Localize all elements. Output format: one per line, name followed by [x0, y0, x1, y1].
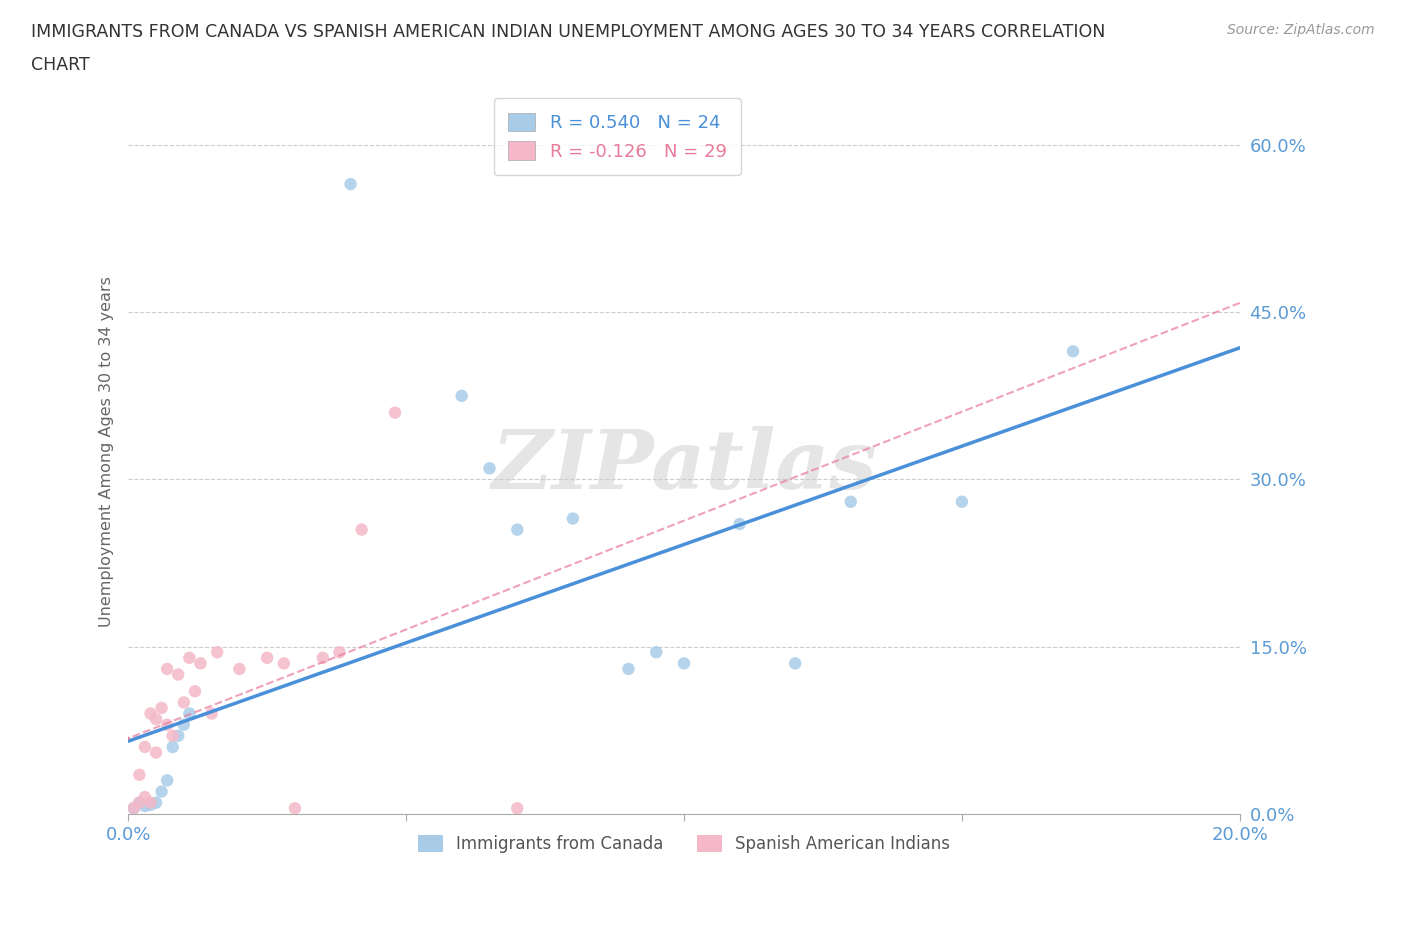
Point: [728, 517, 751, 532]
Point: [150, 784, 173, 799]
Point: [162, 739, 184, 754]
Point: [284, 801, 307, 816]
Point: [506, 801, 529, 816]
Point: [167, 728, 190, 743]
Point: [139, 795, 162, 810]
Point: [122, 801, 145, 816]
Point: [384, 405, 406, 420]
Point: [173, 695, 195, 710]
Point: [150, 700, 173, 715]
Point: [950, 495, 973, 510]
Point: [162, 728, 184, 743]
Point: [256, 650, 278, 665]
Point: [839, 495, 862, 510]
Point: [478, 461, 501, 476]
Point: [134, 739, 156, 754]
Point: [128, 795, 150, 810]
Point: [179, 650, 201, 665]
Point: [173, 717, 195, 732]
Text: ZIPatlas: ZIPatlas: [491, 426, 877, 506]
Point: [350, 522, 373, 537]
Point: [128, 767, 150, 782]
Point: [145, 711, 167, 726]
Point: [312, 650, 335, 665]
Point: [179, 706, 201, 721]
Text: IMMIGRANTS FROM CANADA VS SPANISH AMERICAN INDIAN UNEMPLOYMENT AMONG AGES 30 TO : IMMIGRANTS FROM CANADA VS SPANISH AMERIC…: [31, 23, 1105, 41]
Point: [156, 773, 179, 788]
Point: [128, 795, 150, 810]
Point: [156, 717, 179, 732]
Point: [122, 801, 145, 816]
Point: [139, 706, 162, 721]
Point: [645, 644, 668, 659]
Point: [156, 661, 179, 676]
Point: [167, 667, 190, 682]
Point: [1062, 344, 1084, 359]
Point: [205, 644, 228, 659]
Point: [617, 661, 640, 676]
Point: [145, 745, 167, 760]
Point: [450, 389, 472, 404]
Point: [139, 797, 162, 812]
Point: [201, 706, 224, 721]
Point: [328, 644, 350, 659]
Point: [339, 177, 361, 192]
Point: [145, 795, 167, 810]
Point: [134, 799, 156, 814]
Point: [506, 522, 529, 537]
Point: [228, 661, 250, 676]
Point: [273, 656, 295, 671]
Point: [785, 656, 807, 671]
Point: [673, 656, 696, 671]
Text: Source: ZipAtlas.com: Source: ZipAtlas.com: [1227, 23, 1375, 37]
Point: [561, 512, 583, 526]
Point: [190, 656, 212, 671]
Y-axis label: Unemployment Among Ages 30 to 34 years: Unemployment Among Ages 30 to 34 years: [100, 276, 114, 627]
Text: CHART: CHART: [31, 56, 90, 73]
Point: [134, 790, 156, 804]
Point: [184, 684, 207, 698]
Legend: Immigrants from Canada, Spanish American Indians: Immigrants from Canada, Spanish American…: [411, 829, 957, 860]
